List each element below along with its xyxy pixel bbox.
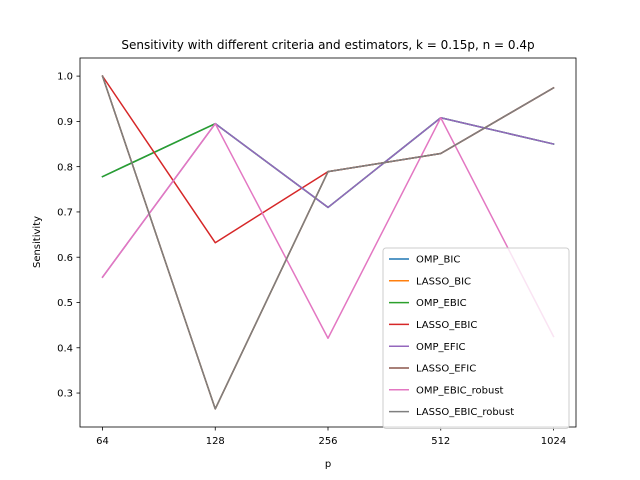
legend-entry: OMP_EBIC_robust [416,385,504,396]
x-tick-label: 256 [318,436,337,447]
legend-entry: LASSO_BIC [416,276,471,287]
chart-title: Sensitivity with different criteria and … [121,38,534,52]
legend-box [382,247,570,429]
legend-entry: OMP_EBIC [416,298,467,309]
y-tick-label: 0.6 [57,253,73,264]
plot-frame [79,57,577,428]
legend-entry: OMP_BIC [416,255,460,266]
y-axis: 0.3 0.4 0.5 0.6 0.7 0.8 0.9 1.0 [57,72,80,400]
x-axis-label: p [325,459,331,470]
legend-entry: LASSO_EBIC [416,320,477,331]
y-tick-label: 0.4 [57,343,73,354]
series-line-omp-ebic-robust [101,117,555,340]
x-tick-label: 1024 [541,436,566,447]
legend-entry: LASSO_EBIC_robust [416,407,514,418]
y-tick-label: 0.5 [57,298,73,309]
y-tick-label: 0.3 [57,389,73,400]
y-tick-label: 0.9 [57,117,73,128]
legend: OMP_BIC LASSO_BIC OMP_EBIC LASSO_EBIC OMP_EF… [382,247,570,429]
y-tick-label: 0.8 [57,162,73,173]
legend-entry: LASSO_EFIC [416,364,476,375]
series-line-lasso-ebic-robust [101,75,555,410]
y-axis-label: Sensitivity [32,216,43,268]
x-tick-label: 64 [96,436,109,447]
x-tick-label: 128 [206,436,225,447]
y-tick-label: 0.7 [57,208,73,219]
x-tick-label: 512 [431,436,450,447]
y-tick-label: 1.0 [57,72,73,83]
legend-entry: OMP_EFIC [416,342,466,353]
series-layer [101,75,555,410]
